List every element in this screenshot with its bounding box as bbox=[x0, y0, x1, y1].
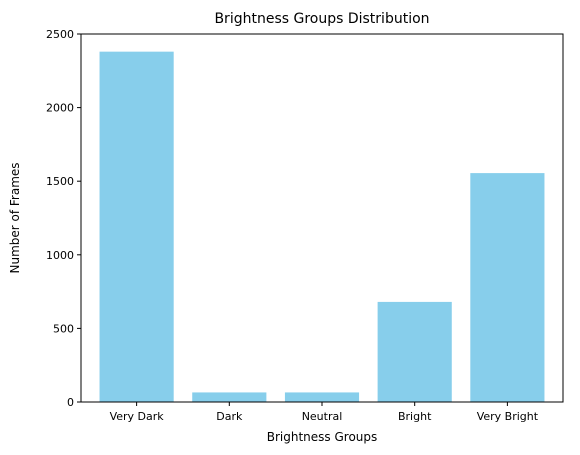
bar-very-bright bbox=[470, 173, 545, 402]
bars-group bbox=[99, 51, 545, 402]
y-tick-label: 1000 bbox=[46, 249, 74, 262]
y-axis-label: Number of Frames bbox=[8, 162, 22, 273]
x-tick-label: Bright bbox=[398, 410, 432, 423]
y-axis-ticks: 0 500 1000 1500 2000 2500 bbox=[46, 28, 81, 409]
chart-title: Brightness Groups Distribution bbox=[214, 11, 429, 27]
bar-neutral bbox=[284, 392, 360, 402]
bar-very-dark bbox=[99, 51, 174, 402]
x-tick-label: Very Dark bbox=[110, 410, 165, 423]
plot-frame bbox=[80, 33, 564, 403]
x-tick-label: Very Bright bbox=[477, 410, 539, 423]
x-tick-label: Neutral bbox=[302, 410, 343, 423]
y-tick-label: 2000 bbox=[46, 102, 74, 115]
y-tick-label: 2500 bbox=[46, 28, 74, 41]
y-tick-label: 1500 bbox=[46, 175, 74, 188]
bar-dark bbox=[192, 392, 267, 402]
x-axis-ticks: Very Dark Dark Neutral Bright Very Bright bbox=[110, 402, 539, 423]
x-tick-label: Dark bbox=[216, 410, 243, 423]
y-tick-label: 0 bbox=[67, 396, 74, 409]
bar-bright bbox=[377, 301, 452, 402]
x-axis-label: Brightness Groups bbox=[267, 430, 378, 444]
y-tick-label: 500 bbox=[53, 322, 74, 335]
